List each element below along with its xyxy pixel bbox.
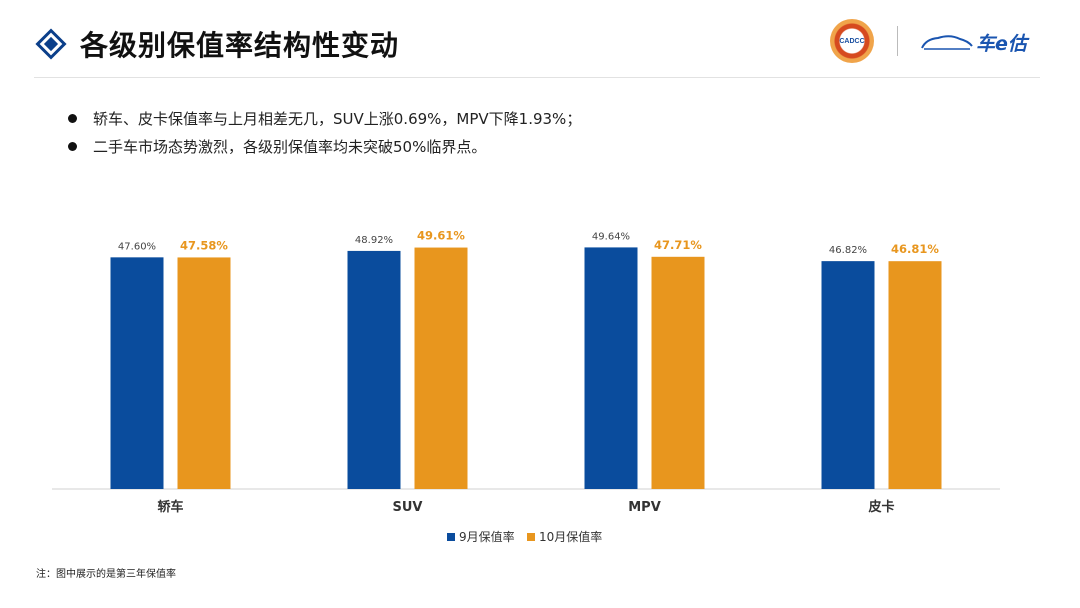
legend-label: 9月保值率: [459, 529, 515, 544]
bar-oct: [888, 261, 942, 489]
bar-sep: [821, 261, 875, 489]
header-divider: [34, 77, 1040, 78]
x-tick-label: 皮卡: [867, 499, 894, 515]
data-label: 46.81%: [891, 242, 939, 256]
data-label: 47.60%: [118, 241, 156, 252]
footnote: 注：图中展示的是第三年保值率: [36, 569, 176, 580]
x-tick-label: SUV: [393, 500, 423, 515]
data-label: 47.71%: [654, 238, 702, 252]
bullet-dot-icon: [68, 141, 77, 151]
bar-sep: [347, 250, 401, 489]
bar-oct: [414, 247, 468, 489]
bar-sep: [584, 247, 638, 489]
bullet-item: 轿车、皮卡保值率与上月相差无几，SUV上涨0.69%，MPV下降1.93%；: [68, 104, 581, 132]
x-tick-label: 轿车: [157, 499, 183, 515]
bullet-item: 二手车市场态势激烈，各级别保值率均未突破50%临界点。: [68, 132, 581, 160]
bullet-dot-icon: [68, 113, 77, 123]
data-label: 46.82%: [829, 245, 867, 256]
page-title: 各级别保值率结构性变动: [80, 29, 400, 62]
x-tick-label: MPV: [628, 500, 661, 515]
cadcc-logo-text: CADCC: [839, 37, 865, 45]
bar-oct: [177, 257, 231, 489]
logo-divider: [897, 26, 898, 56]
bullet-text: 二手车市场态势激烈，各级别保值率均未突破50%临界点。: [93, 137, 487, 156]
legend-swatch: [527, 533, 535, 541]
bar-sep: [110, 257, 164, 489]
cadcc-logo: CADCC: [830, 19, 874, 63]
bar-oct: [651, 256, 705, 489]
legend-label: 10月保值率: [539, 529, 602, 544]
bullet-text: 轿车、皮卡保值率与上月相差无几，SUV上涨0.69%，MPV下降1.93%；: [93, 109, 582, 128]
legend-swatch: [447, 533, 455, 541]
data-label: 49.61%: [417, 229, 465, 243]
page-header: 各级别保值率结构性变动: [34, 22, 399, 66]
brand-logo: 车e估: [920, 27, 1042, 57]
data-label: 47.58%: [180, 238, 228, 252]
car-outline-icon: [921, 35, 973, 50]
data-label: 48.92%: [355, 235, 393, 246]
brand-logo-text: 车e估: [976, 32, 1027, 55]
bullet-list: 轿车、皮卡保值率与上月相差无几，SUV上涨0.69%，MPV下降1.93%； 二…: [68, 104, 581, 160]
data-label: 49.64%: [592, 231, 630, 242]
